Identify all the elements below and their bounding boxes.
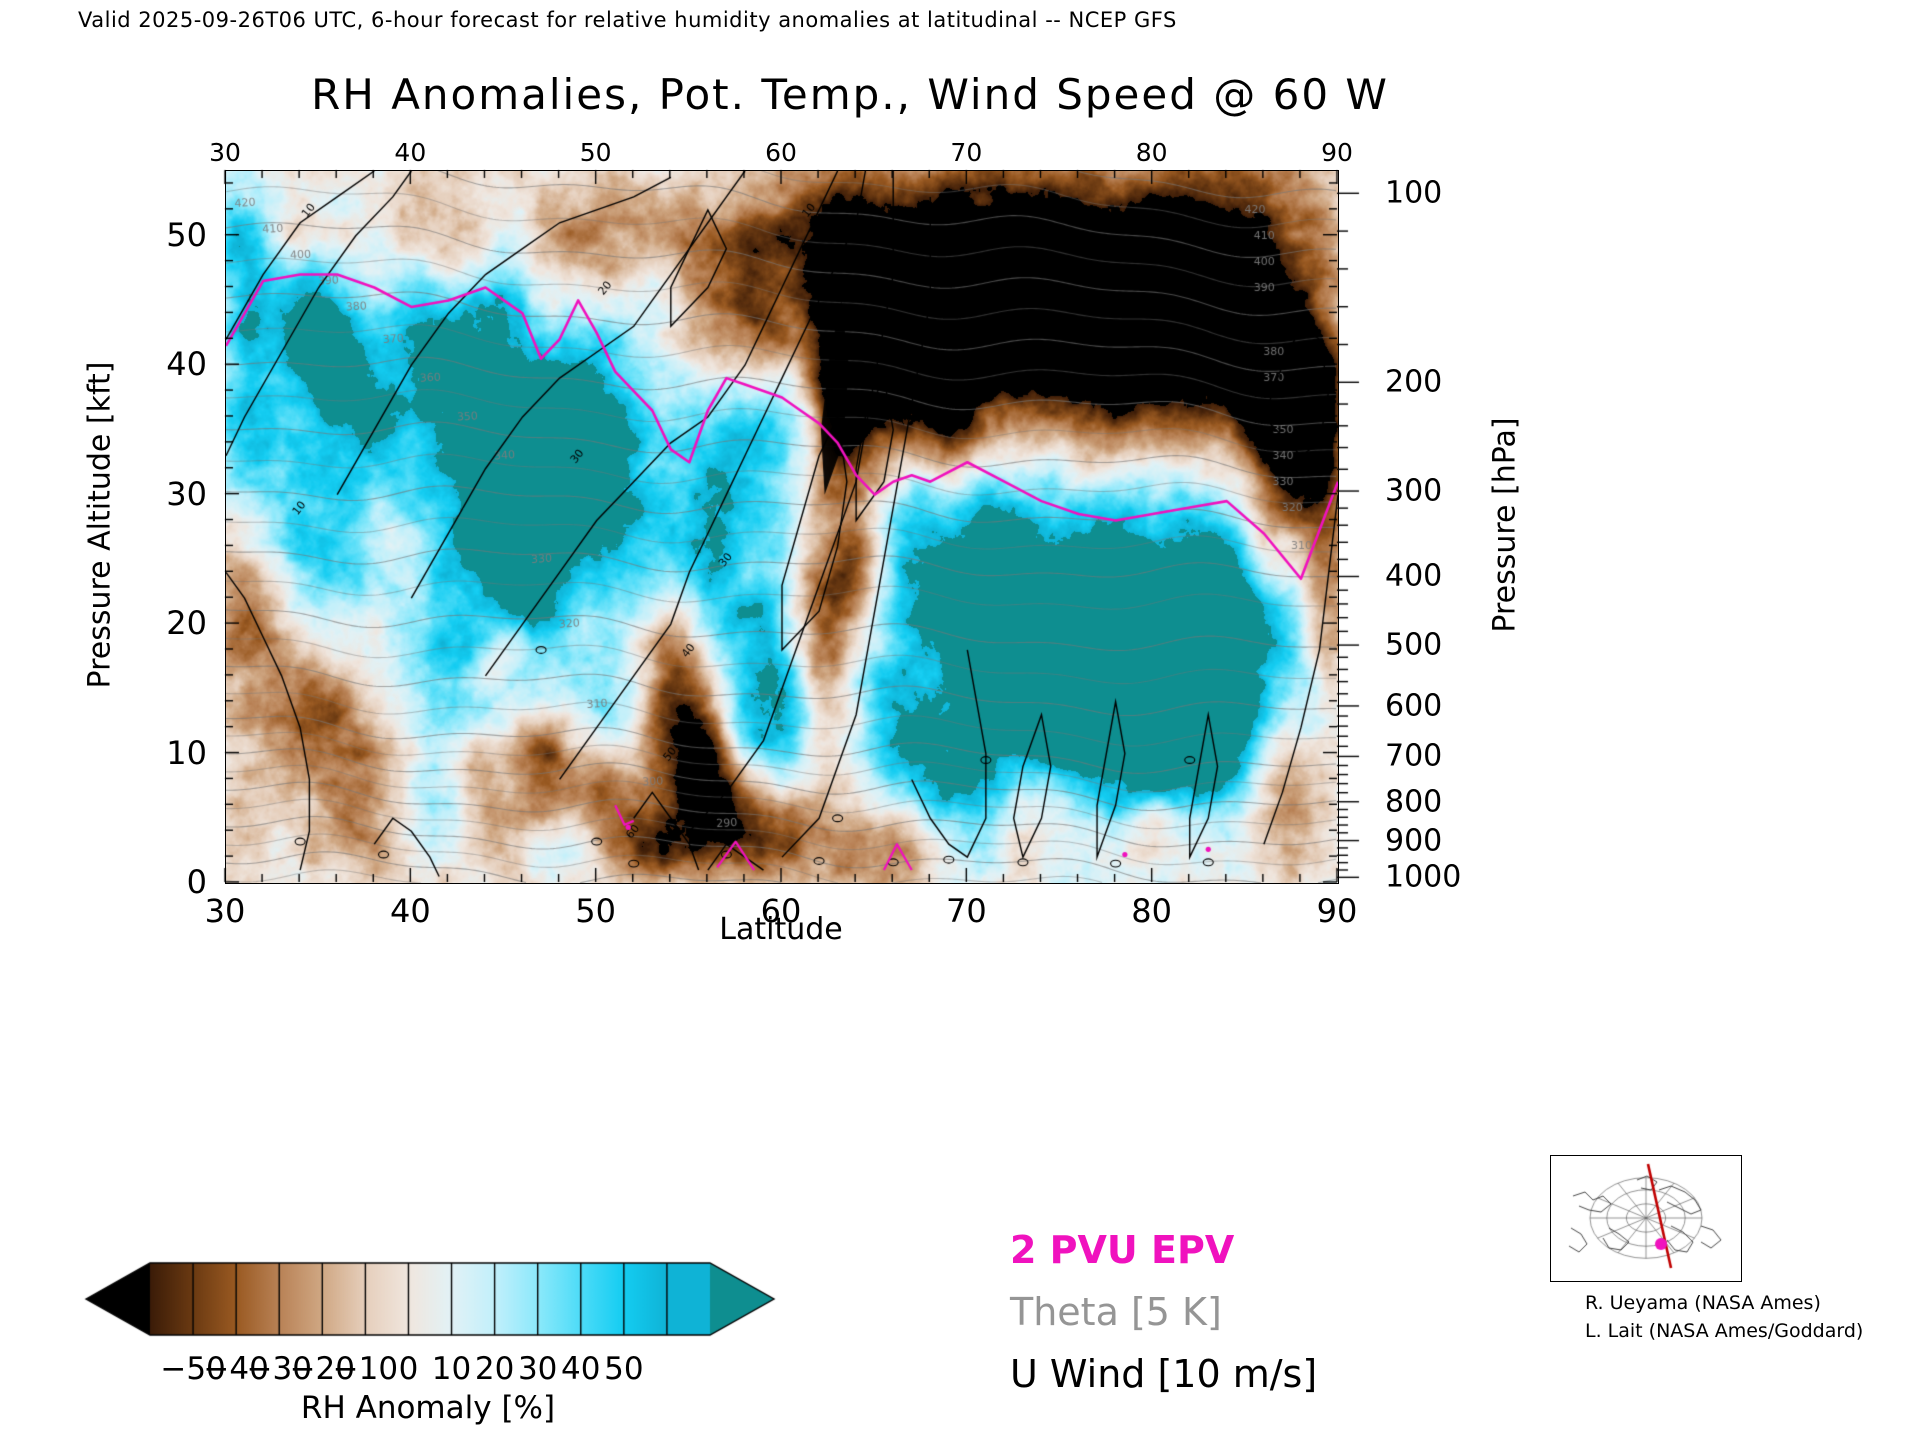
x-tick-bottom-60: 60 xyxy=(760,892,802,930)
x-tick-bottom-50: 50 xyxy=(575,892,617,930)
page-title: RH Anomalies, Pot. Temp., Wind Speed @ 6… xyxy=(311,70,1389,119)
x-tick-top-60: 60 xyxy=(765,138,797,167)
y-tick-right-200: 200 xyxy=(1385,364,1443,400)
legend-pvu: 2 PVU EPV xyxy=(1010,1228,1235,1272)
x-tick-top-30: 30 xyxy=(209,138,241,167)
y-tick-left-50: 50 xyxy=(166,215,207,254)
plot-canvas xyxy=(226,171,1338,883)
legend-wind: U Wind [10 m/s] xyxy=(1010,1352,1318,1396)
colorbar-tick--10: −10 xyxy=(332,1351,399,1387)
x-tick-top-70: 70 xyxy=(950,138,983,167)
y-tick-left-20: 20 xyxy=(166,604,207,643)
y-tick-right-400: 400 xyxy=(1385,558,1443,594)
colorbar-tick-50: 50 xyxy=(604,1351,644,1387)
y-tick-right-500: 500 xyxy=(1385,627,1443,663)
x-tick-bottom-40: 40 xyxy=(389,892,431,930)
colorbar-swatches xyxy=(78,1255,778,1345)
x-tick-bottom-70: 70 xyxy=(945,892,987,930)
legend-theta: Theta [5 K] xyxy=(1010,1290,1222,1334)
x-tick-bottom-90: 90 xyxy=(1316,892,1358,930)
y-tick-left-10: 10 xyxy=(166,733,207,772)
y-tick-left-30: 30 xyxy=(166,474,207,513)
colorbar-tick-10: 10 xyxy=(431,1351,472,1387)
y-tick-right-600: 600 xyxy=(1385,688,1443,724)
valid-forecast-line: Valid 2025-09-26T06 UTC, 6-hour forecast… xyxy=(78,8,1177,32)
colorbar: −50 −40 −30 −20 −10 0 10 20 30 40 50 xyxy=(78,1255,778,1387)
cross-section-plot xyxy=(225,170,1339,884)
colorbar-tick-0: 0 xyxy=(398,1351,419,1387)
x-tick-top-50: 50 xyxy=(579,138,612,167)
y-tick-right-700: 700 xyxy=(1385,738,1443,774)
y-tick-left-40: 40 xyxy=(166,345,207,384)
colorbar-tick-20: 20 xyxy=(474,1351,515,1387)
credit-line-2: L. Lait (NASA Ames/Goddard) xyxy=(1585,1320,1864,1342)
x-tick-bottom-80: 80 xyxy=(1131,892,1173,930)
y-tick-left-0: 0 xyxy=(186,863,207,901)
y-tick-right-800: 800 xyxy=(1385,784,1443,820)
credit-line-1: R. Ueyama (NASA Ames) xyxy=(1585,1292,1821,1314)
location-inset-map xyxy=(1550,1155,1742,1282)
y-tick-right-1000: 1000 xyxy=(1385,859,1462,895)
y-axis-title-left: Pressure Altitude [kft] xyxy=(82,361,118,689)
y-tick-right-900: 900 xyxy=(1385,823,1443,859)
y-tick-right-300: 300 xyxy=(1385,473,1443,509)
x-tick-top-90: 90 xyxy=(1321,138,1353,167)
y-axis-title-right: Pressure [hPa] xyxy=(1487,417,1523,633)
colorbar-tick-30: 30 xyxy=(517,1351,558,1387)
colorbar-title: RH Anomaly [%] xyxy=(300,1390,556,1426)
x-tick-top-40: 40 xyxy=(394,138,427,167)
inset-map-canvas xyxy=(1551,1156,1741,1281)
y-tick-right-100: 100 xyxy=(1385,175,1443,211)
x-tick-bottom-30: 30 xyxy=(204,892,246,930)
x-tick-top-80: 80 xyxy=(1135,138,1168,167)
colorbar-tick-40: 40 xyxy=(561,1351,601,1387)
